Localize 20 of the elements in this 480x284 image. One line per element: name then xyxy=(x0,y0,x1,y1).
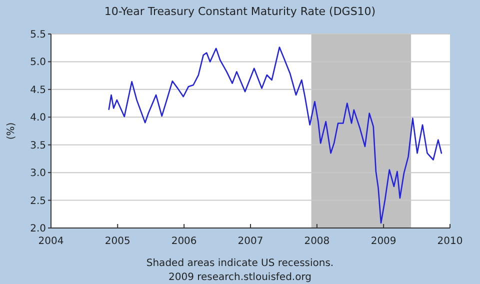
text: Shaded areas indicate US recessions. xyxy=(146,258,334,269)
y-tick-label: 4.5 xyxy=(30,84,46,96)
y-tick-label: 5.5 xyxy=(30,30,46,40)
x-tick-label: 2005 xyxy=(104,236,130,247)
y-tick-label: 2.0 xyxy=(30,224,46,234)
x-tick-label: 2009 xyxy=(370,236,396,247)
chart-title: 10-Year Treasury Constant Maturity Rate (DGS10) xyxy=(104,5,376,18)
y-tick-label: 5.0 xyxy=(30,57,46,68)
x-tick-label: 2004 xyxy=(38,236,64,247)
x-tick-label: 2010 xyxy=(437,236,463,247)
line-series xyxy=(108,46,442,224)
y-tick-label: 3.5 xyxy=(30,140,46,152)
y-tick-label: 2.5 xyxy=(30,196,46,207)
y-axis-title: (%) xyxy=(6,122,17,140)
x-tick-label: 2006 xyxy=(171,236,197,247)
y-tick-label: 4.0 xyxy=(30,112,46,124)
y-tick-label: 3.0 xyxy=(30,168,46,180)
x-tick-label: 2008 xyxy=(304,236,330,247)
x-tick-label: 2007 xyxy=(238,236,264,247)
text: 2009 research.stlouisfed.org xyxy=(168,272,312,283)
